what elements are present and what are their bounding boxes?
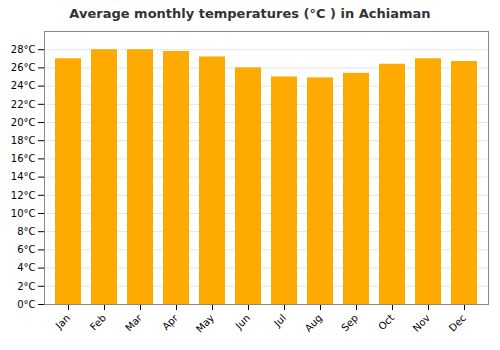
svg-text:20°C: 20°C	[11, 117, 36, 128]
svg-text:Feb: Feb	[88, 312, 108, 332]
svg-text:10°C: 10°C	[11, 208, 36, 219]
svg-text:Aug: Aug	[303, 312, 325, 334]
svg-text:Jan: Jan	[53, 312, 72, 331]
svg-text:6°C: 6°C	[17, 244, 35, 255]
svg-text:May: May	[194, 312, 216, 334]
svg-text:Jul: Jul	[271, 312, 288, 329]
svg-text:22°C: 22°C	[11, 99, 36, 110]
svg-text:Mar: Mar	[123, 312, 145, 334]
svg-text:12°C: 12°C	[11, 190, 36, 201]
svg-text:4°C: 4°C	[17, 262, 35, 273]
svg-text:2°C: 2°C	[17, 281, 35, 292]
svg-text:8°C: 8°C	[17, 226, 35, 237]
html-text:Average monthly temperatures (: Average monthly temperatures (°C ) in Ac…	[69, 6, 431, 21]
svg-text:24°C: 24°C	[11, 80, 36, 91]
svg-text:Nov: Nov	[411, 312, 433, 334]
svg-text:14°C: 14°C	[11, 171, 36, 182]
svg-text:0°C: 0°C	[17, 299, 35, 310]
svg-text:Dec: Dec	[447, 312, 468, 333]
svg-text:16°C: 16°C	[11, 153, 36, 164]
svg-text:Jun: Jun	[233, 312, 253, 332]
svg-text:28°C: 28°C	[11, 44, 36, 55]
svg-text:18°C: 18°C	[11, 135, 36, 146]
svg-text:26°C: 26°C	[11, 62, 36, 73]
svg-text:Sep: Sep	[339, 312, 360, 333]
svg-text:Apr: Apr	[160, 312, 181, 333]
svg-text:Oct: Oct	[376, 312, 396, 332]
